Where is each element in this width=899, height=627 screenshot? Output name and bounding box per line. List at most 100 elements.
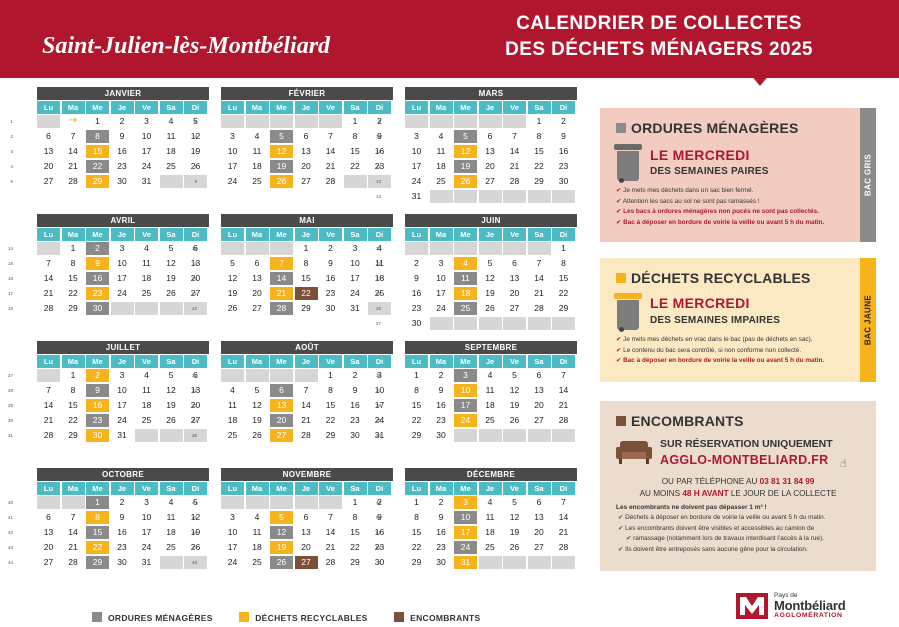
day-header: Di	[368, 101, 391, 114]
empty-day	[319, 496, 342, 509]
calendar-day: 9	[319, 257, 342, 270]
month-title: FÉVRIER	[221, 87, 393, 100]
week-number: 15	[7, 261, 13, 266]
calendar-day: 7	[294, 384, 318, 397]
empty-day	[527, 429, 551, 442]
calendar-day: 23	[110, 541, 134, 554]
calendar-day: 3	[454, 496, 477, 509]
encombrants-reservation: SUR RÉSERVATION UNIQUEMENT	[660, 438, 833, 450]
month-calendar: FÉVRIER Lu Ma Me Je Ve Sa Di 5 1 2 6 3 4 5 6 7 8 9 7 10 11 12 1…	[194, 87, 393, 188]
month-title: DÉCEMBRE	[405, 468, 577, 481]
day-header: Ve	[135, 482, 158, 495]
month-title: AVRIL	[37, 214, 209, 227]
empty-day	[184, 429, 207, 442]
calendar-day: 24	[454, 541, 477, 554]
day-header: Je	[294, 355, 318, 368]
week-number: 18	[7, 306, 13, 311]
calendar-day: 25	[368, 287, 391, 300]
day-header: Je	[478, 228, 502, 241]
calendar-day: 31	[135, 556, 158, 569]
empty-day	[368, 175, 391, 188]
calendar-day: 5	[503, 496, 526, 509]
day-header: Lu	[405, 228, 428, 241]
empty-day	[454, 242, 477, 255]
calendar-day: 4	[159, 496, 183, 509]
empty-day	[184, 175, 207, 188]
calendar-day: 10	[454, 511, 477, 524]
calendar-day: 1	[527, 115, 551, 128]
calendar-day: 20	[37, 160, 60, 173]
calendar-day: 8	[552, 257, 575, 270]
week-number: 10	[375, 134, 381, 139]
empty-day	[527, 556, 551, 569]
week-number: 5	[10, 179, 13, 184]
day-header: Ma	[429, 101, 453, 114]
calendar-day: 11	[159, 511, 183, 524]
encombrants-website-link[interactable]: AGGLO-MONTBELIARD.FR	[660, 453, 829, 467]
empty-day	[503, 115, 526, 128]
calendar-day: 4	[478, 369, 502, 382]
calendar-day: 22	[86, 541, 109, 554]
calendar-day: 17	[429, 287, 453, 300]
gris-square-icon	[92, 612, 102, 622]
calendar-day: 14	[319, 526, 342, 539]
calendar-day: 26	[270, 556, 293, 569]
calendar-day: 9	[429, 384, 453, 397]
calendar-day: 15	[86, 145, 109, 158]
calendar-day: 30	[86, 302, 109, 315]
calendar-day: 8	[405, 511, 428, 524]
empty-day	[270, 115, 293, 128]
calendar-day: 29	[86, 175, 109, 188]
bac-jaune-tab: BAC JAUNE	[860, 258, 876, 382]
week-number: 38	[375, 403, 381, 408]
day-header: Ve	[135, 101, 158, 114]
calendar-day: 26	[184, 541, 207, 554]
day-header: Ma	[245, 101, 269, 114]
calendar-day: 26	[270, 175, 293, 188]
calendar-day: 30	[110, 175, 134, 188]
calendar-day: 5	[245, 384, 269, 397]
calendar-day: 22	[294, 287, 318, 300]
calendar-day: 27	[37, 175, 60, 188]
calendar-day: 21	[552, 526, 575, 539]
legend-gris: ORDURES MÉNAGÈRES	[92, 612, 213, 623]
calendar-day: 2	[110, 115, 134, 128]
empty-day	[245, 115, 269, 128]
calendar-day: 23	[552, 160, 575, 173]
calendar-day: 16	[110, 145, 134, 158]
calendar-day: 12	[184, 130, 207, 143]
day-header: Di	[184, 482, 207, 495]
calendar-day: 29	[319, 429, 342, 442]
encombrants-phone[interactable]: 03 81 31 84 99	[759, 477, 815, 486]
day-header: Ve	[319, 101, 342, 114]
month-calendar: JUILLET Lu Ma Me Je Ve Sa Di 27 1 2 3 4 5 6 28 7 8 9 10 11 12…	[8, 341, 209, 442]
calendar-day: 27	[37, 556, 60, 569]
calendar-day: 22	[405, 541, 428, 554]
calendar-day: 20	[245, 287, 269, 300]
week-number: 35	[191, 433, 197, 438]
calendar-day: 23	[319, 287, 342, 300]
calendar-day: 6	[294, 511, 318, 524]
calendar-day: 6	[184, 242, 207, 255]
yellow-bin-icon	[614, 293, 642, 333]
arrow-right-icon: ⇢	[61, 115, 85, 128]
day-header: Je	[110, 228, 134, 241]
week-number: 16	[7, 276, 13, 281]
calendar-day: 2	[86, 369, 109, 382]
week-number: 17	[7, 291, 13, 296]
calendar-day: 26	[159, 414, 183, 427]
calendar-day: 10	[454, 384, 477, 397]
calendar-day: 16	[110, 526, 134, 539]
calendar-day: 23	[368, 160, 391, 173]
calendar-day: 3	[135, 115, 158, 128]
day-header: Di	[552, 482, 575, 495]
calendar-day: 15	[61, 399, 85, 412]
week-number: 9	[194, 179, 197, 184]
logo-pays: Pays de	[774, 592, 798, 599]
encombrants-note: Déchets à déposer en bordure de voirie l…	[618, 513, 854, 524]
calendar-day: 17	[135, 145, 158, 158]
calendar-day: 20	[294, 541, 318, 554]
calendar-day: 12	[270, 526, 293, 539]
day-header: Sa	[343, 228, 367, 241]
calendar-day: 24	[110, 414, 134, 427]
